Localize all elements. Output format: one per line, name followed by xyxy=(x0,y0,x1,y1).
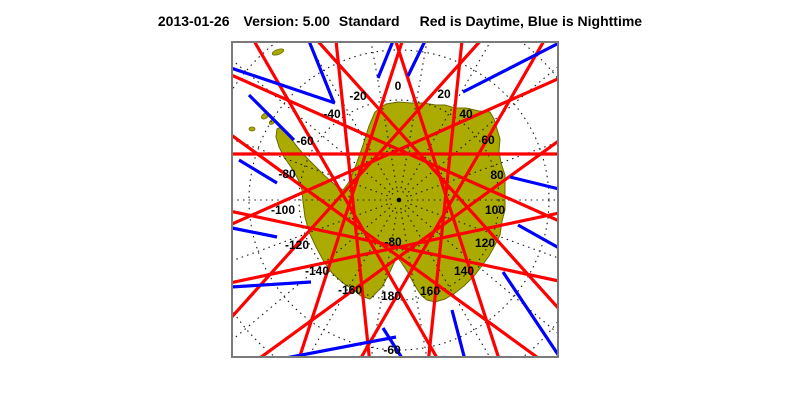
satellite-track-nighttime xyxy=(376,41,395,79)
longitude-label: 100 xyxy=(485,203,505,217)
longitude-label: 60 xyxy=(481,133,495,147)
longitude-label: 160 xyxy=(420,284,440,298)
south-pole-marker xyxy=(396,197,402,203)
title-version: Version: 5.00 xyxy=(243,13,330,29)
satellite-track-daytime xyxy=(297,41,404,358)
satellite-track-daytime xyxy=(231,209,559,283)
satellite-track-nighttime xyxy=(450,309,467,358)
satellite-track-nighttime xyxy=(501,271,559,357)
island xyxy=(271,48,285,56)
satellite-track-daytime xyxy=(231,211,559,285)
satellite-track-nighttime xyxy=(462,41,559,94)
satellite-track-nighttime xyxy=(238,158,278,185)
satellite-track-daytime xyxy=(252,41,439,358)
longitude-label: 0 xyxy=(395,79,402,93)
satellite-track-nighttime xyxy=(381,327,404,358)
satellite-track-daytime xyxy=(231,41,482,319)
satellite-track-nighttime xyxy=(509,175,559,191)
longitude-label: 140 xyxy=(454,264,474,278)
satellite-track-daytime xyxy=(359,41,546,358)
latitude-circle xyxy=(298,99,500,301)
satellite-track-nighttime xyxy=(247,93,296,142)
daytime-tracks xyxy=(231,41,559,358)
longitude-label: -160 xyxy=(338,283,362,297)
satellite-track-nighttime xyxy=(406,41,427,77)
longitude-label: -40 xyxy=(323,107,341,121)
satellite-track-nighttime xyxy=(231,66,336,105)
plot-title: 2013-01-26 Version: 5.00 Standard Red is Da… xyxy=(0,13,800,29)
island xyxy=(248,126,256,132)
latitude-label: -60 xyxy=(383,343,401,357)
satellite-track-nighttime xyxy=(517,223,559,250)
satellite-track-nighttime xyxy=(307,41,336,104)
longitude-label: -100 xyxy=(271,203,295,217)
pole-circle xyxy=(389,190,409,210)
title-mode: Standard xyxy=(338,13,400,29)
satellite-track-nighttime xyxy=(285,335,397,358)
longitude-label: 180 xyxy=(381,289,401,303)
latitude-circle xyxy=(248,49,550,351)
longitude-label: -120 xyxy=(285,238,309,252)
satellite-track-daytime xyxy=(231,76,559,226)
satellite-track-daytime xyxy=(334,41,371,358)
longitude-label: 40 xyxy=(459,107,473,121)
title-date: 2013-01-26 xyxy=(157,13,230,29)
satellite-track-daytime xyxy=(394,41,501,358)
longitude-label: -20 xyxy=(349,89,367,103)
satellite-track-nighttime xyxy=(231,280,312,289)
polar-map-plot: 0 20 40 60 80 100 120 140 160 180 -160 -140 -120 -100… xyxy=(231,41,559,358)
longitude-label: 80 xyxy=(490,168,504,182)
nighttime-tracks xyxy=(231,41,559,358)
longitude-label: 120 xyxy=(475,236,495,250)
latitude-label: -80 xyxy=(384,235,402,249)
longitude-label: -140 xyxy=(305,264,329,278)
satellite-track-daytime xyxy=(427,41,464,358)
satellite-track-daytime xyxy=(231,73,559,223)
satellite-track-nighttime xyxy=(231,226,278,239)
title-legend: Red is Daytime, Blue is Nighttime xyxy=(419,13,643,29)
longitude-label: -80 xyxy=(278,167,296,181)
longitude-label: 20 xyxy=(437,87,451,101)
plot-frame xyxy=(231,41,559,358)
longitude-label: -60 xyxy=(296,134,314,148)
